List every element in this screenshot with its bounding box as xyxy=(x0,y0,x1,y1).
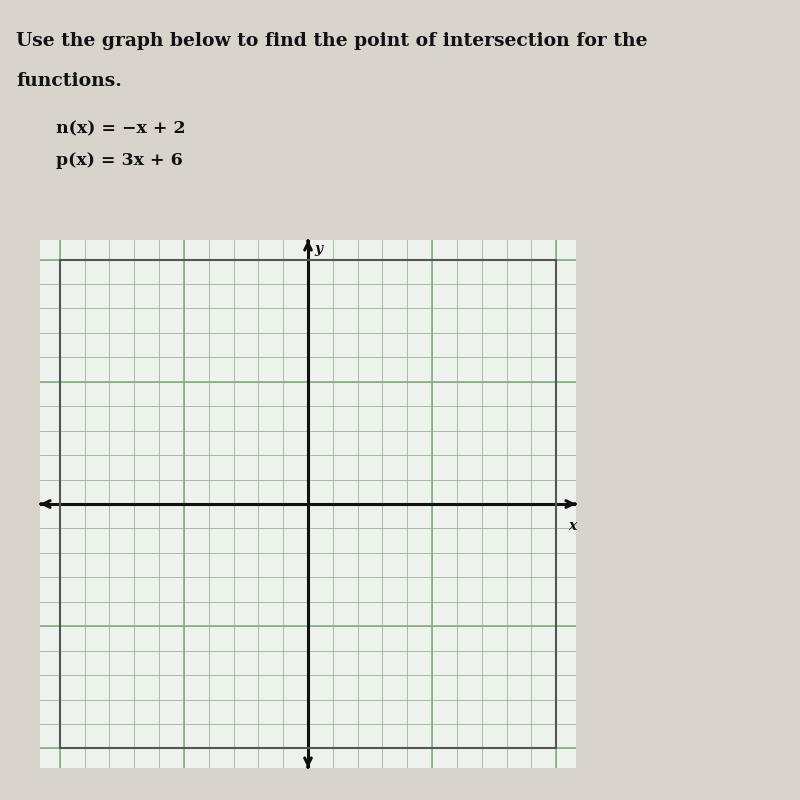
Text: p(x) = 3x + 6: p(x) = 3x + 6 xyxy=(56,152,182,169)
Text: n(x) = −x + 2: n(x) = −x + 2 xyxy=(56,120,186,137)
Text: y: y xyxy=(314,242,322,257)
Text: Use the graph below to find the point of intersection for the: Use the graph below to find the point of… xyxy=(16,32,647,50)
Text: x: x xyxy=(568,518,577,533)
Text: functions.: functions. xyxy=(16,72,122,90)
